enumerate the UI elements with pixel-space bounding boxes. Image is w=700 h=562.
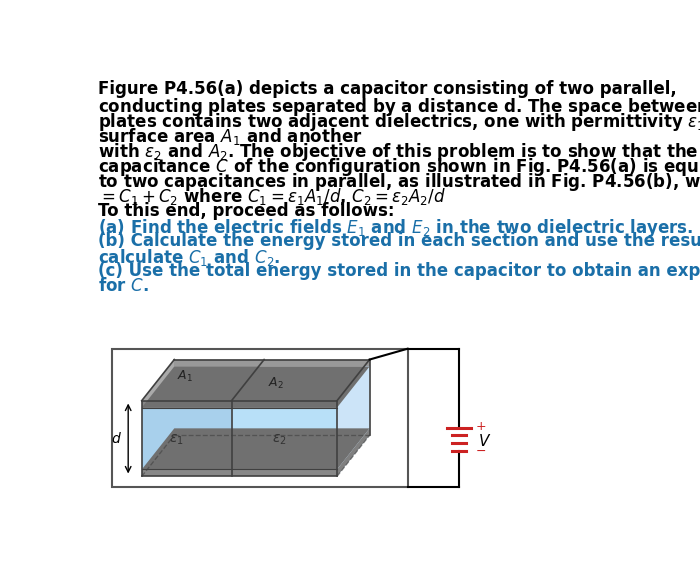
- Polygon shape: [141, 469, 337, 477]
- Text: to two capacitances in parallel, as illustrated in Fig. P4.56(b), with $C$: to two capacitances in parallel, as illu…: [98, 171, 700, 193]
- Polygon shape: [232, 401, 337, 477]
- Text: $\varepsilon_2$: $\varepsilon_2$: [272, 433, 286, 447]
- Text: (a) Find the electric fields $E_1$ and $E_2$ in the two dielectric layers.: (a) Find the electric fields $E_1$ and $…: [98, 217, 694, 239]
- Polygon shape: [174, 360, 370, 366]
- Text: surface area $A_1$ and another: surface area $A_1$ and another: [98, 126, 363, 147]
- Bar: [112, 348, 407, 487]
- Text: for $C$.: for $C$.: [98, 277, 149, 295]
- Text: (b) Calculate the energy stored in each section and use the result to: (b) Calculate the energy stored in each …: [98, 232, 700, 250]
- Polygon shape: [141, 428, 370, 469]
- Polygon shape: [141, 401, 337, 407]
- Text: plates contains two adjacent dielectrics, one with permittivity $\varepsilon_1$ : plates contains two adjacent dielectrics…: [98, 111, 700, 133]
- Text: −: −: [475, 445, 486, 458]
- Text: +: +: [475, 420, 486, 433]
- Text: (c) Use the total energy stored in the capacitor to obtain an expression: (c) Use the total energy stored in the c…: [98, 262, 700, 280]
- Polygon shape: [141, 401, 232, 477]
- Text: $A_2$: $A_2$: [268, 376, 284, 391]
- Text: $V$: $V$: [477, 433, 491, 448]
- Text: $A_1$: $A_1$: [176, 369, 193, 384]
- Text: calculate $C_1$ and $C_2$.: calculate $C_1$ and $C_2$.: [98, 247, 281, 268]
- Text: $=C_1+C_2$ where $C_1 = \varepsilon_1 A_1/d$, $C_2 = \varepsilon_2 A_2/d$: $=C_1+C_2$ where $C_1 = \varepsilon_1 A_…: [98, 187, 447, 207]
- Text: $\varepsilon_1$: $\varepsilon_1$: [169, 433, 183, 447]
- Text: Figure P4.56(a) depicts a capacitor consisting of two parallel,: Figure P4.56(a) depicts a capacitor cons…: [98, 80, 677, 98]
- Text: $d$: $d$: [111, 431, 122, 446]
- Text: To this end, proceed as follows:: To this end, proceed as follows:: [98, 202, 395, 220]
- Polygon shape: [337, 360, 370, 477]
- Polygon shape: [141, 360, 264, 401]
- Polygon shape: [337, 428, 370, 477]
- Text: conducting plates separated by a distance $\mathbf{d}$. The space between the: conducting plates separated by a distanc…: [98, 96, 700, 117]
- Polygon shape: [232, 360, 370, 401]
- Polygon shape: [141, 366, 370, 407]
- Text: capacitance $C$ of the configuration shown in Fig. P4.56(a) is equivalent: capacitance $C$ of the configuration sho…: [98, 156, 700, 178]
- Text: with $\varepsilon_2$ and $A_2$. The objective of this problem is to show that th: with $\varepsilon_2$ and $A_2$. The obje…: [98, 141, 699, 163]
